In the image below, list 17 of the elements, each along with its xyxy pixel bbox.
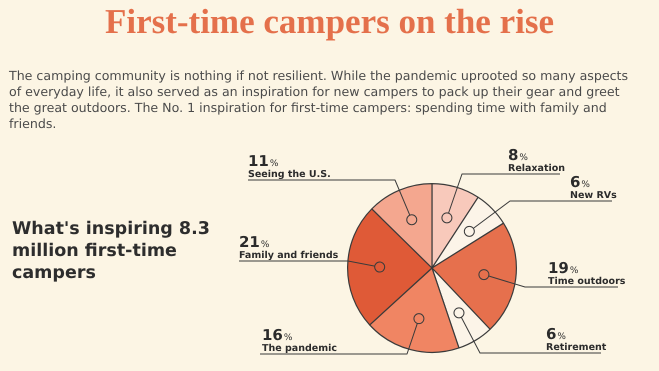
slice-label: The pandemic [262,343,337,354]
slice-label: New RVs [570,190,618,201]
slice-label: Retirement [546,342,607,353]
chart-title: First-time campers on the rise [104,2,556,42]
text: What's inspiring 8.3 million first-time campers [12,218,211,284]
data-label: 11% [248,152,279,170]
data-label: 16% [262,326,293,344]
data-label: 6% [570,173,590,191]
slice-label: Family and friends [239,250,339,261]
data-label: 21% [239,233,270,251]
data-label: 6% [546,325,566,343]
slice-label: Relaxation [508,163,566,174]
slice-label: Time outdoors [548,276,626,287]
chart-subtitle: The camping community is nothing if not resilient. While the pandemic uprooted so many aspects of everyday life, it also served as an inspiration for new campers to pack up their gear and greet the great outdoors. The No. 1 inspiration for first-time campers: spending time with family and friends. [9,68,630,132]
data-label: 8% [508,146,528,164]
data-label: 19% [548,259,579,277]
slice-label: Seeing the U.S. [248,169,331,180]
